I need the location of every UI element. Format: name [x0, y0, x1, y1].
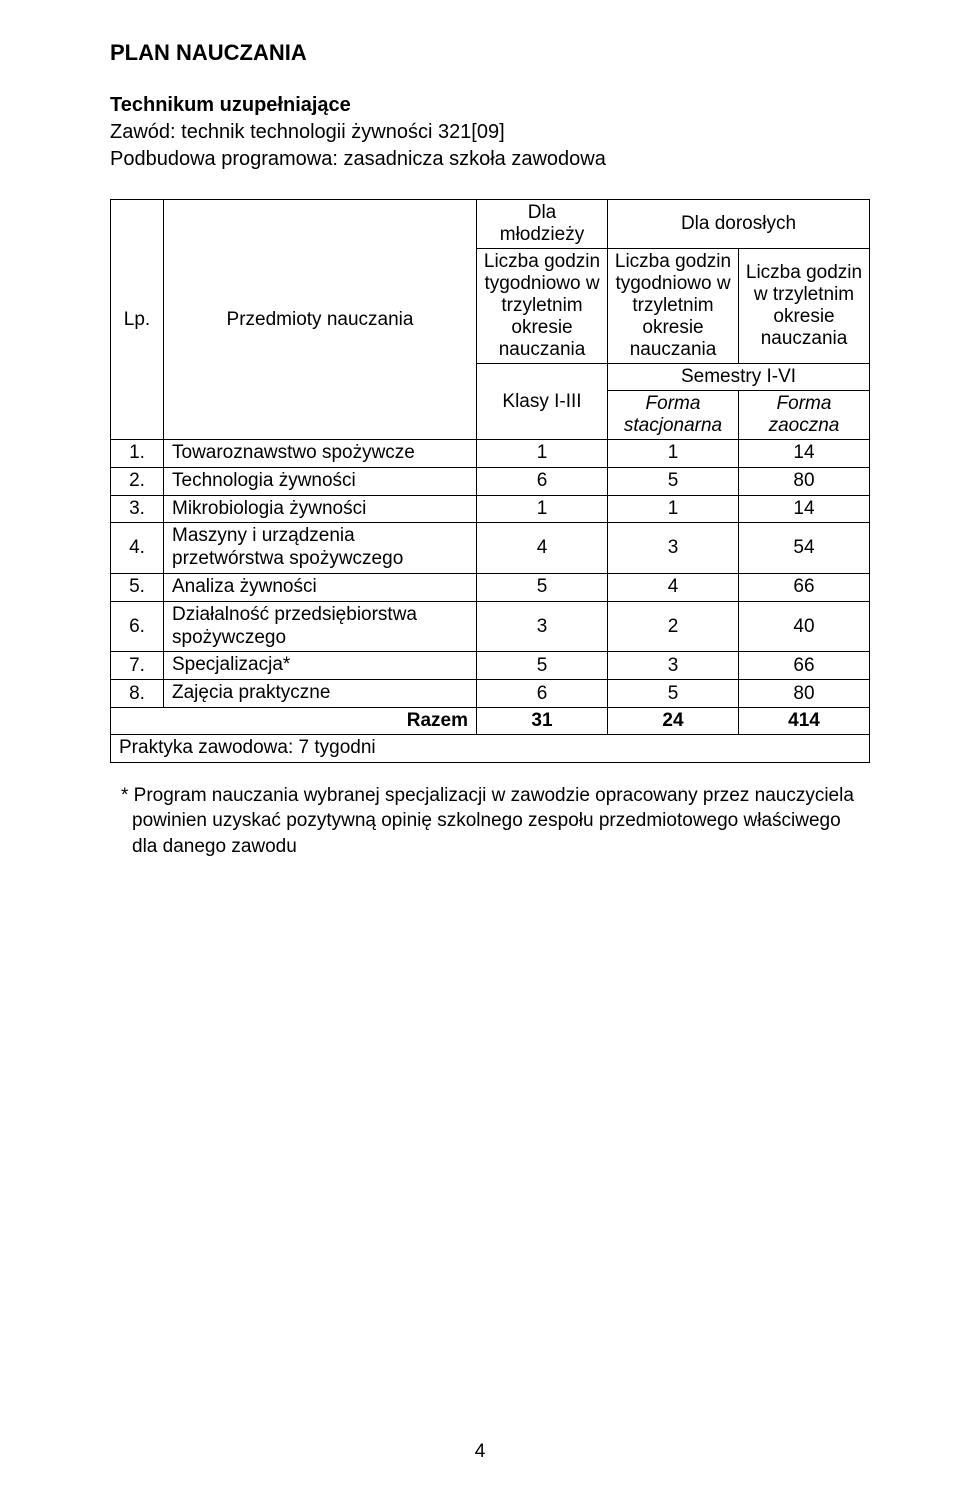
subtitle-line-1: Technikum uzupełniające	[110, 94, 351, 116]
cell-v2: 5	[608, 467, 739, 495]
cell-name: Technologia żywności	[164, 467, 477, 495]
cell-v3: 80	[739, 467, 870, 495]
cell-lp: 6.	[111, 601, 164, 652]
total-v3: 414	[739, 707, 870, 734]
cell-v2: 1	[608, 440, 739, 468]
header-col3: Liczba godzin w trzyletnim okresie naucz…	[739, 249, 870, 364]
header-lp: Lp.	[111, 200, 164, 440]
cell-v2: 4	[608, 573, 739, 601]
table-row: 1. Towaroznawstwo spożywcze 1 1 14	[111, 440, 870, 468]
cell-name: Działalność przedsiębiorstwa spożywczego	[164, 601, 477, 652]
cell-v2: 5	[608, 680, 739, 708]
header-youth: Dla młodzieży	[477, 200, 608, 249]
subtitle-line-2: Zawód: technik technologii żywności 321[…	[110, 121, 505, 143]
cell-v1: 4	[477, 523, 608, 574]
cell-v2: 1	[608, 495, 739, 523]
table-row: 3. Mikrobiologia żywności 1 1 14	[111, 495, 870, 523]
total-v1: 31	[477, 707, 608, 734]
cell-v2: 2	[608, 601, 739, 652]
subtitle-block: Technikum uzupełniające Zawód: technik t…	[110, 92, 870, 173]
page-number: 4	[0, 1441, 960, 1463]
cell-v1: 5	[477, 573, 608, 601]
cell-name: Maszyny i urządzenia przetwórstwa spożyw…	[164, 523, 477, 574]
total-label: Razem	[111, 707, 477, 734]
cell-lp: 4.	[111, 523, 164, 574]
cell-v3: 54	[739, 523, 870, 574]
cell-lp: 5.	[111, 573, 164, 601]
table-total-row: Razem 31 24 414	[111, 707, 870, 734]
cell-lp: 8.	[111, 680, 164, 708]
header-klasy: Klasy I-III	[477, 364, 608, 440]
cell-name: Towaroznawstwo spożywcze	[164, 440, 477, 468]
header-forma-stacjonarna: Forma stacjonarna	[608, 391, 739, 440]
header-subject: Przedmioty nauczania	[164, 200, 477, 440]
header-col2: Liczba godzin tygodniowo w trzyletnim ok…	[608, 249, 739, 364]
cell-lp: 1.	[111, 440, 164, 468]
cell-v1: 6	[477, 467, 608, 495]
table-row: 8. Zajęcia praktyczne 6 5 80	[111, 680, 870, 708]
page-title: PLAN NAUCZANIA	[110, 40, 870, 66]
cell-v3: 40	[739, 601, 870, 652]
cell-v1: 1	[477, 495, 608, 523]
cell-lp: 3.	[111, 495, 164, 523]
table-practice-row: Praktyka zawodowa: 7 tygodni	[111, 734, 870, 762]
cell-lp: 7.	[111, 652, 164, 680]
cell-v2: 3	[608, 523, 739, 574]
document-page: PLAN NAUCZANIA Technikum uzupełniające Z…	[0, 0, 960, 1493]
subtitle-line-3: Podbudowa programowa: zasadnicza szkoła …	[110, 148, 606, 170]
curriculum-table: Lp. Przedmioty nauczania Dla młodzieży D…	[110, 199, 870, 763]
cell-v1: 5	[477, 652, 608, 680]
header-adults: Dla dorosłych	[608, 200, 870, 249]
cell-v3: 80	[739, 680, 870, 708]
cell-v1: 6	[477, 680, 608, 708]
header-semestry: Semestry I-VI	[608, 364, 870, 391]
cell-lp: 2.	[111, 467, 164, 495]
table-row: 2. Technologia żywności 6 5 80	[111, 467, 870, 495]
cell-v1: 3	[477, 601, 608, 652]
table-header-row-1: Lp. Przedmioty nauczania Dla młodzieży D…	[111, 200, 870, 249]
total-v2: 24	[608, 707, 739, 734]
cell-v3: 14	[739, 440, 870, 468]
cell-name: Zajęcia praktyczne	[164, 680, 477, 708]
header-forma-zaoczna: Forma zaoczna	[739, 391, 870, 440]
table-row: 5. Analiza żywności 5 4 66	[111, 573, 870, 601]
cell-v3: 66	[739, 573, 870, 601]
footnote: * Program nauczania wybranej specjalizac…	[110, 783, 870, 860]
table-row: 6. Działalność przedsiębiorstwa spożywcz…	[111, 601, 870, 652]
table-row: 7. Specjalizacja* 5 3 66	[111, 652, 870, 680]
cell-v3: 14	[739, 495, 870, 523]
practice-cell: Praktyka zawodowa: 7 tygodni	[111, 734, 870, 762]
cell-v1: 1	[477, 440, 608, 468]
cell-name: Mikrobiologia żywności	[164, 495, 477, 523]
cell-v2: 3	[608, 652, 739, 680]
cell-name: Specjalizacja*	[164, 652, 477, 680]
cell-v3: 66	[739, 652, 870, 680]
cell-name: Analiza żywności	[164, 573, 477, 601]
header-col1: Liczba godzin tygodniowo w trzyletnim ok…	[477, 249, 608, 364]
table-row: 4. Maszyny i urządzenia przetwórstwa spo…	[111, 523, 870, 574]
